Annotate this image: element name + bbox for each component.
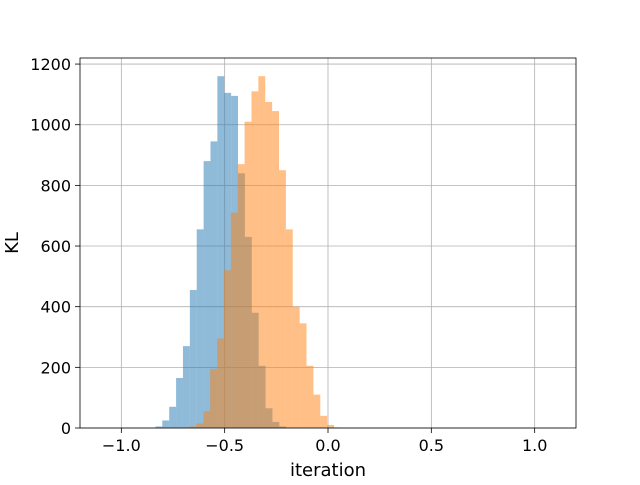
y-tick-label: 0 [61, 419, 71, 438]
y-tick-label: 1000 [30, 116, 71, 135]
histogram-bar [299, 323, 307, 428]
histogram-bar [169, 406, 177, 428]
y-tick-label: 800 [40, 176, 71, 195]
histogram-bar [189, 290, 197, 428]
histogram-bar [258, 76, 266, 429]
histogram-bar [320, 415, 328, 428]
histogram-bar [278, 170, 286, 428]
histogram-bar [306, 365, 314, 428]
x-axis-ticks: −1.0 −0.5 0.0 0.5 1.0 [102, 428, 547, 455]
y-tick-label: 600 [40, 237, 71, 256]
series-2 [189, 76, 341, 429]
histogram-bar [196, 423, 204, 428]
y-tick-label: 400 [40, 298, 71, 317]
y-tick-label: 200 [40, 358, 71, 377]
y-axis-ticks: 0 200 400 600 800 1000 1200 [30, 55, 80, 438]
histogram-bar [313, 394, 321, 428]
histogram-bar [176, 377, 183, 428]
histogram-bar [223, 270, 231, 428]
x-tick-label: 0.5 [419, 436, 444, 455]
histogram-bar [285, 229, 293, 428]
histogram-bar [230, 212, 238, 428]
histogram-bars [155, 76, 341, 429]
histogram-bar [265, 101, 273, 429]
histogram-bar [203, 411, 211, 428]
histogram-bar [327, 424, 335, 428]
histogram-bar [182, 346, 190, 428]
histogram-bar [196, 229, 204, 428]
x-axis-label: iteration [290, 460, 366, 480]
x-tick-label: −0.5 [205, 436, 244, 455]
histogram-bar [272, 111, 279, 429]
x-tick-label: 0.0 [315, 436, 340, 455]
y-axis-label: KL [2, 232, 23, 254]
histogram-bar [217, 338, 224, 428]
x-tick-label: 1.0 [522, 436, 547, 455]
histogram-bar [224, 92, 232, 429]
histogram-bar [237, 164, 245, 429]
histogram-bar [210, 141, 218, 428]
histogram-bar [155, 426, 163, 428]
histogram-bar [203, 161, 211, 429]
histogram-bar [217, 76, 225, 429]
histogram-bar [162, 420, 170, 428]
histogram-bar [292, 306, 300, 428]
histogram-bar [210, 368, 218, 428]
y-tick-label: 1200 [30, 55, 71, 74]
histogram-bar [189, 426, 197, 428]
x-tick-label: −1.0 [102, 436, 141, 455]
histogram-bar [251, 91, 259, 428]
histogram-bar [244, 121, 252, 428]
